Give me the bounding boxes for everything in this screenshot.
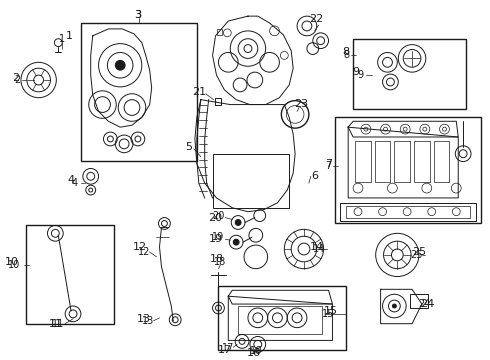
Bar [81, 23, 197, 161]
Text: 18: 18 [209, 254, 223, 264]
Circle shape [392, 304, 396, 308]
Text: 23: 23 [294, 99, 308, 109]
Text: 10: 10 [8, 260, 20, 270]
Bar [26, 225, 114, 324]
Text: 15: 15 [322, 309, 335, 319]
Bar [238, 306, 321, 333]
Text: 16: 16 [250, 346, 262, 356]
Bar [346, 206, 470, 217]
Bar [341, 203, 476, 221]
Bar [394, 141, 410, 182]
Text: 11: 11 [49, 319, 62, 329]
Text: 11: 11 [52, 319, 64, 329]
Text: 4: 4 [72, 178, 78, 188]
Text: 25: 25 [412, 247, 426, 257]
Bar [213, 154, 289, 208]
Text: 20: 20 [212, 211, 224, 221]
Text: 2: 2 [14, 75, 20, 85]
Text: 6: 6 [311, 171, 318, 181]
Bar [414, 141, 430, 182]
Text: 9: 9 [352, 67, 360, 77]
Text: 4: 4 [68, 175, 74, 185]
Bar [215, 98, 221, 104]
Bar [355, 141, 371, 182]
Text: 25: 25 [411, 250, 423, 260]
Bar [217, 29, 222, 35]
Circle shape [235, 220, 241, 225]
Text: 19: 19 [212, 232, 224, 242]
Text: 19: 19 [208, 234, 222, 244]
Text: 1: 1 [66, 31, 73, 41]
Text: 15: 15 [323, 306, 338, 316]
Bar [375, 141, 391, 182]
Bar [353, 39, 466, 109]
Text: 3: 3 [136, 10, 142, 20]
Text: 1: 1 [59, 34, 65, 44]
Text: 13: 13 [137, 314, 151, 324]
Bar [410, 294, 428, 308]
Bar [336, 117, 481, 224]
Text: 10: 10 [5, 257, 19, 267]
Text: 5: 5 [186, 142, 193, 152]
Text: 18: 18 [214, 257, 226, 267]
Circle shape [233, 239, 239, 245]
Text: 7: 7 [325, 162, 332, 171]
Text: 22: 22 [310, 14, 324, 24]
Text: 20: 20 [208, 212, 222, 222]
Text: 16: 16 [247, 348, 261, 358]
Bar [434, 141, 449, 182]
Bar [219, 286, 346, 350]
Text: 9: 9 [357, 70, 363, 80]
Text: 17: 17 [218, 345, 232, 355]
Text: 24: 24 [418, 299, 431, 309]
Text: 7: 7 [325, 158, 332, 168]
Text: 8: 8 [343, 50, 349, 60]
Text: 2: 2 [12, 73, 20, 83]
Text: 3: 3 [134, 10, 142, 20]
Text: 21: 21 [192, 87, 206, 97]
Text: 8: 8 [343, 48, 350, 58]
Text: 12: 12 [138, 247, 150, 257]
Text: 24: 24 [419, 299, 434, 309]
Text: 14: 14 [310, 242, 324, 252]
Circle shape [115, 60, 125, 70]
Text: 14: 14 [313, 244, 325, 254]
Text: 12: 12 [133, 242, 147, 252]
Text: 17: 17 [222, 343, 235, 353]
Text: 13: 13 [142, 316, 154, 326]
